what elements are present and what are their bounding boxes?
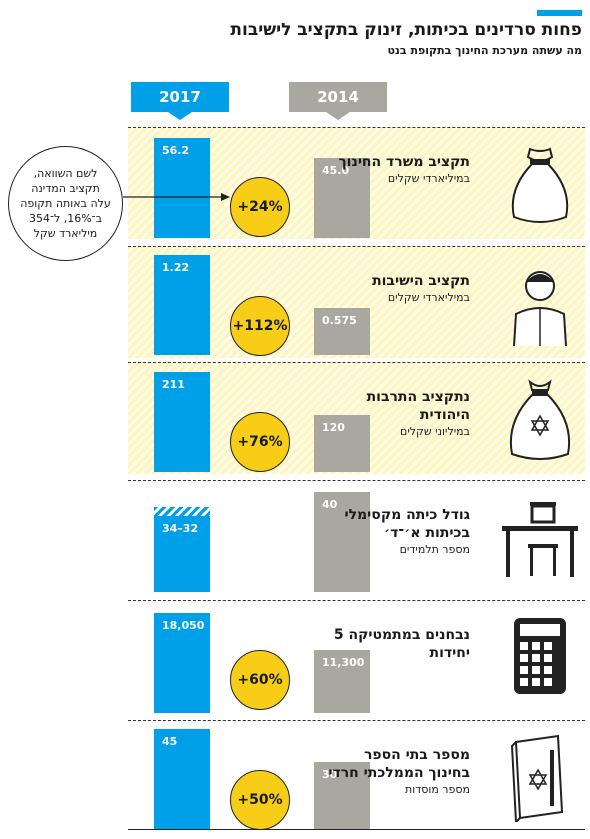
category-unit: מספר מוסדות — [404, 783, 470, 796]
category-unit: במיליוני שקלים — [400, 425, 470, 438]
category-name: גודל כיתה מקסימלי בכיתות א׳־ד׳ — [344, 507, 470, 541]
note-line: לשם השוואה, — [33, 167, 98, 180]
note-line: ב־16%, ל־354 — [29, 212, 103, 225]
bar-2017-label: 1.22 — [162, 261, 190, 274]
bar-2014: 30 — [314, 762, 370, 829]
yeshiva-student-icon — [500, 258, 580, 348]
bar-2014: 0.575 — [314, 307, 370, 355]
dashed-divider — [128, 720, 585, 721]
bar-2017-label: 18,050 — [162, 619, 205, 632]
change-badge: +60% — [230, 650, 290, 710]
dashed-divider — [128, 362, 585, 363]
bar-2014-label: 120 — [322, 421, 345, 435]
change-badge: +50% — [230, 770, 290, 830]
star-of-david-sack-icon — [500, 374, 580, 464]
category-unit: במיליארדי שקלים — [387, 291, 470, 304]
category-name: נבחנים במתמטיקה 5 יחידות — [333, 627, 470, 661]
category-name: נתקציב התרבות היהודית — [366, 389, 470, 423]
category-unit: במיליארדי שקלים — [387, 172, 470, 185]
range-hatch — [154, 507, 210, 516]
category-label: תקציב הישיבות במיליארדי שקלים — [320, 272, 470, 306]
accent-line — [537, 10, 582, 16]
bar-2017-label: 211 — [162, 378, 185, 391]
bar-2014-label: 45.0 — [322, 163, 350, 177]
school-desk-icon — [500, 492, 580, 582]
bar-2017-label: 34–32 — [162, 522, 199, 535]
bar-2017: 45 — [154, 729, 210, 829]
bar-2014: 11,300 — [314, 650, 370, 713]
bar-2014-label: 40 — [322, 498, 338, 511]
category-label: נתקציב התרבות היהודית במיליוני שקלים — [320, 388, 470, 440]
bar-2014: 40 — [314, 492, 370, 592]
category-label: תקציב משרד החינוך במיליארדי שקלים — [320, 153, 470, 187]
bar-2017: 18,050 — [154, 613, 210, 713]
dashed-divider — [128, 600, 585, 601]
change-badge: +24% — [230, 177, 290, 237]
note-line: מיליארד שקל — [33, 227, 98, 240]
change-badge: +112% — [230, 296, 290, 356]
dashed-divider — [128, 246, 585, 247]
legend-2014: 2014 — [289, 82, 387, 120]
change-badge: +76% — [230, 412, 290, 472]
bar-2014-label: 11,300 — [322, 656, 365, 670]
legend-2017: 2017 — [131, 82, 229, 120]
note-line: עלה באותה תקופה — [20, 197, 111, 210]
bar-2017-label: 56.2 — [162, 144, 190, 157]
bar-2014-label: 30 — [322, 768, 338, 782]
dashed-divider — [128, 127, 585, 128]
category-name: תקציב משרד החינוך — [338, 154, 470, 170]
category-label: מספר בתי הספר בחינוך הממלכתי חרדי מספר מו… — [320, 746, 470, 798]
calculator-icon — [500, 612, 580, 702]
dashed-divider — [128, 480, 585, 481]
bar-2017: 56.2 — [154, 138, 210, 238]
comparison-note: לשם השוואה, תקציב המדינה עלה באותה תקופה… — [8, 146, 123, 261]
money-sack-icon — [500, 139, 580, 229]
page-title: פחות סרדינים בכיתות, זינוק בתקציב לישיבו… — [230, 20, 582, 40]
chart-baseline — [128, 829, 585, 830]
category-unit: מספר תלמידים — [399, 543, 470, 556]
note-line: תקציב המדינה — [31, 182, 100, 195]
bar-2014: 45.0 — [314, 157, 370, 238]
bar-2017: 1.22 — [154, 255, 210, 355]
bar-2014: 120 — [314, 415, 370, 472]
category-name: מספר בתי הספר בחינוך הממלכתי חרדי — [328, 747, 470, 781]
book-icon — [500, 732, 580, 825]
bar-2017-label: 45 — [162, 735, 178, 748]
bar-2014-label: 0.575 — [322, 313, 357, 327]
category-name: תקציב הישיבות — [372, 273, 470, 289]
bar-2017: 34–32 — [154, 516, 210, 592]
category-label: גודל כיתה מקסימלי בכיתות א׳־ד׳ מספר תלמיד… — [320, 506, 470, 558]
page-subtitle: מה עשתה מערכת החינוך בתקופת בנט — [387, 44, 582, 57]
bar-2017: 211 — [154, 372, 210, 472]
category-label: נבחנים במתמטיקה 5 יחידות — [320, 626, 470, 662]
